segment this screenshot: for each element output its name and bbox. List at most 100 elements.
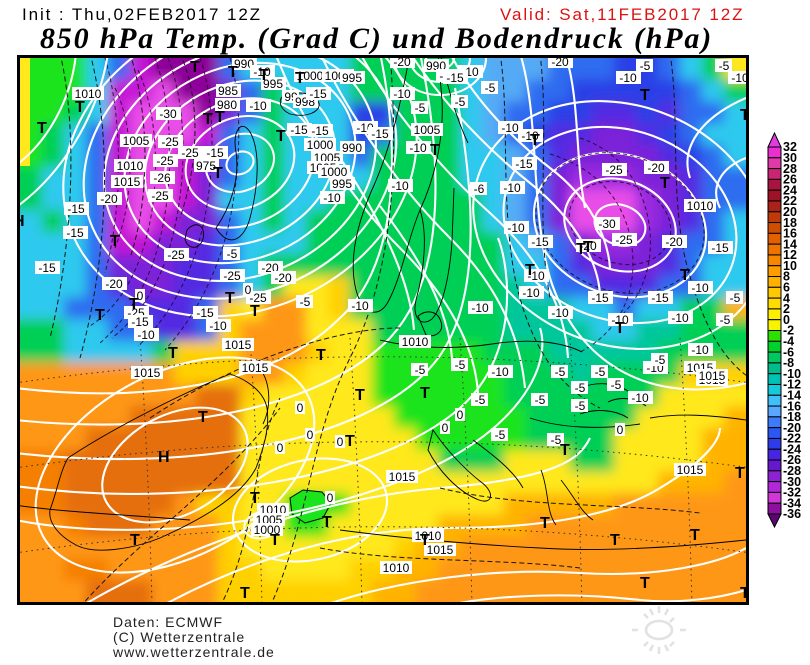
svg-text:-15: -15 [446,71,464,85]
svg-text:-34: -34 [783,496,801,510]
svg-text:-10: -10 [351,299,369,313]
svg-text:-5: -5 [485,81,496,95]
svg-text:-10: -10 [491,365,509,379]
svg-text:-25: -25 [156,154,174,168]
svg-text:-36: -36 [783,507,801,521]
svg-text:-22: -22 [783,432,801,446]
svg-text:-5: -5 [551,433,562,447]
svg-text:22: 22 [783,194,797,208]
svg-text:995: 995 [342,71,362,85]
svg-text:-6: -6 [783,345,794,359]
svg-text:T: T [660,175,670,192]
svg-text:10: 10 [783,259,797,273]
svg-text:T: T [95,307,105,324]
svg-text:-25: -25 [605,163,623,177]
svg-text:1010: 1010 [687,199,714,213]
svg-text:0: 0 [297,401,304,415]
svg-text:T: T [110,233,120,250]
svg-text:-5: -5 [415,101,426,115]
svg-text:-5: -5 [455,95,466,109]
svg-text:-24: -24 [783,442,801,456]
svg-text:-5: -5 [640,59,651,73]
svg-text:T: T [250,303,260,320]
svg-text:-10: -10 [249,99,267,113]
svg-text:1010: 1010 [383,561,410,575]
svg-text:T: T [345,433,355,450]
svg-text:-25: -25 [249,291,267,305]
svg-text:-5: -5 [595,365,606,379]
svg-text:-14: -14 [783,389,801,403]
svg-text:T: T [215,109,225,126]
svg-text:-5: -5 [730,291,741,305]
svg-text:-10: -10 [507,221,525,235]
svg-text:T: T [640,575,650,592]
svg-text:-20: -20 [551,55,569,69]
svg-text:1015: 1015 [114,175,141,189]
svg-text:T: T [735,465,745,482]
svg-text:-5: -5 [575,381,586,395]
svg-text:-10: -10 [137,328,155,342]
svg-text:-20: -20 [647,161,665,175]
svg-text:-25: -25 [167,248,185,262]
svg-text:T: T [240,585,250,602]
svg-text:4: 4 [783,291,790,305]
svg-text:-25: -25 [181,146,199,160]
svg-text:0: 0 [457,408,464,422]
svg-text:32: 32 [783,140,797,154]
svg-text:-16: -16 [783,399,801,413]
svg-text:T: T [530,132,540,149]
svg-text:-15: -15 [66,226,84,240]
svg-text:-15: -15 [531,235,549,249]
svg-text:-25: -25 [223,269,241,283]
svg-text:0: 0 [783,313,790,327]
svg-text:-10: -10 [522,286,540,300]
svg-text:-2: -2 [783,324,794,338]
svg-text:T: T [190,59,200,76]
svg-text:-20: -20 [665,235,683,249]
svg-text:-15: -15 [131,315,149,329]
svg-text:-10: -10 [691,281,709,295]
svg-text:1000: 1000 [297,69,324,83]
svg-text:985: 985 [218,84,238,98]
svg-text:8: 8 [783,270,790,284]
svg-text:-10: -10 [731,71,749,85]
svg-text:-10: -10 [527,269,545,283]
svg-text:-28: -28 [783,464,801,478]
svg-text:-30: -30 [159,107,177,121]
svg-text:-26: -26 [153,171,171,185]
svg-text:T: T [322,514,332,531]
svg-text:H: H [158,449,170,466]
svg-text:T: T [203,111,213,128]
svg-text:1015: 1015 [242,361,269,375]
svg-text:T: T [680,267,690,284]
svg-text:14: 14 [783,237,797,251]
svg-text:T: T [615,320,625,337]
svg-text:-5: -5 [575,399,586,413]
svg-text:28: 28 [783,162,797,176]
svg-text:T: T [270,532,280,549]
svg-text:-4: -4 [783,335,794,349]
svg-text:-32: -32 [783,486,801,500]
svg-text:0: 0 [277,441,284,455]
svg-text:0: 0 [245,283,252,297]
svg-text:6: 6 [783,281,790,295]
svg-text:T: T [525,262,535,279]
svg-text:-10: -10 [783,367,801,381]
svg-text:1010: 1010 [117,159,144,173]
svg-text:-10: -10 [393,87,411,101]
svg-text:1000: 1000 [321,165,348,179]
svg-text:1000: 1000 [307,138,334,152]
svg-text:-15: -15 [38,261,56,275]
svg-text:-15: -15 [311,124,329,138]
svg-text:1015: 1015 [677,463,704,477]
svg-text:0: 0 [617,423,624,437]
svg-text:18: 18 [783,216,797,230]
svg-text:T: T [576,241,586,258]
svg-text:0: 0 [442,421,449,435]
svg-text:T: T [228,64,238,81]
svg-text:T: T [583,239,593,256]
svg-text:995: 995 [263,77,283,91]
svg-text:0: 0 [327,491,334,505]
svg-text:-10: -10 [391,179,409,193]
svg-text:1015: 1015 [427,543,454,557]
